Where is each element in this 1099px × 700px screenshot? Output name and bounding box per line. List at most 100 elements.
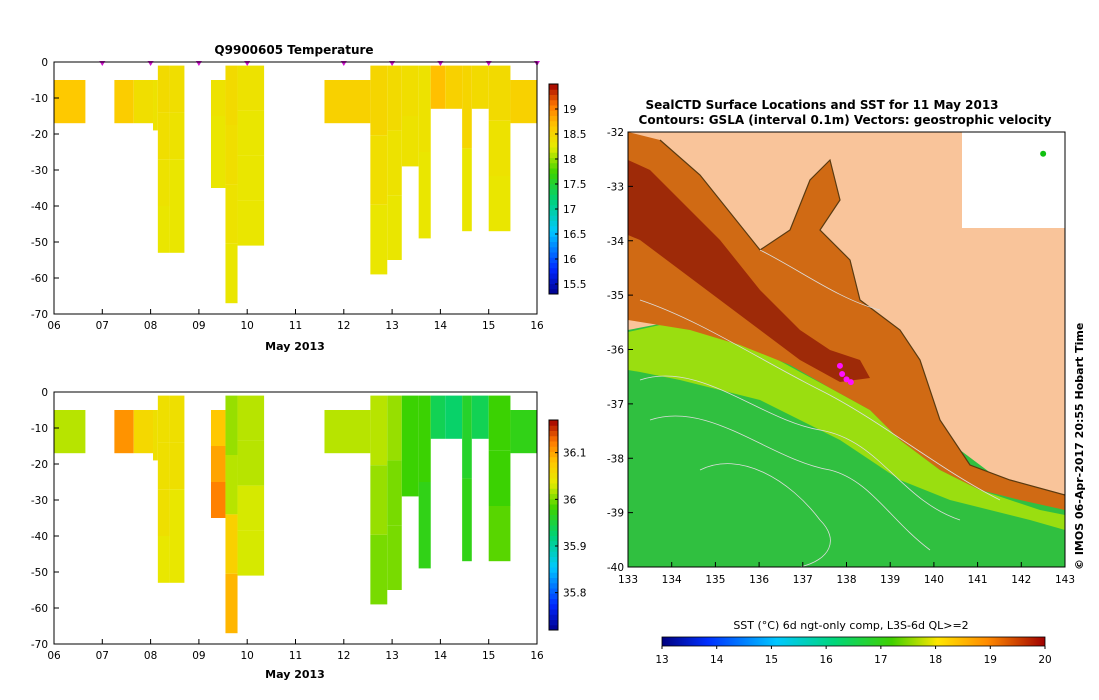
colorbar-segment (549, 488, 558, 494)
profile-cell (237, 440, 265, 486)
colorbar-tick-label: 20 (1038, 654, 1051, 666)
profile-cell (488, 65, 511, 121)
temperature-x-axis: 06 07 08 09 10 11 12 13 14 15 16 (47, 309, 544, 332)
colorbar-segment (549, 530, 558, 536)
colorbar-frame (548, 83, 559, 295)
profile-cell (169, 489, 185, 536)
y-tick-label: -33 (607, 181, 624, 193)
profile-cell (387, 130, 402, 196)
colorbar-segment (549, 519, 558, 526)
x-tick-label: 136 (749, 574, 769, 586)
colorbar-segment (549, 215, 558, 221)
profile-cell (225, 455, 238, 515)
profile-cell (225, 514, 238, 574)
profile-cell (401, 446, 419, 497)
no-data-box (962, 132, 1065, 228)
colorbar-segment (549, 535, 558, 542)
gsla-contours (639, 249, 1001, 567)
profile-cell (225, 243, 238, 304)
colorbar-segment (549, 183, 558, 190)
x-tick-label: 09 (192, 320, 205, 332)
colorbar-segment (549, 162, 558, 169)
x-tick-label: 15 (482, 320, 495, 332)
profile-cell (401, 65, 419, 116)
profile-cell (169, 395, 185, 443)
colorbar-tick-label: 36 (563, 494, 577, 506)
profile-cell (488, 120, 511, 176)
profile-cell (237, 110, 265, 156)
colorbar-segment (549, 173, 558, 179)
profile-cell (157, 65, 170, 113)
x-tick-label: 133 (618, 574, 638, 586)
profile-cell (418, 65, 431, 152)
colorbar-segment (549, 525, 558, 531)
colorbar-segment (549, 178, 558, 185)
profile-cell (418, 482, 431, 569)
profile-cell (387, 65, 402, 131)
profile-cell (370, 395, 388, 466)
profile-cell (510, 410, 537, 454)
profile-cell (169, 206, 185, 253)
seal-location (836, 362, 843, 369)
colorbar-segment (549, 624, 558, 631)
temperature-colorbar: 15.5 16 16.5 17 17.5 18 18.5 19 (548, 83, 586, 295)
colorbar-tick-label: 18.5 (563, 129, 586, 141)
colorbar-tick-label: 14 (710, 654, 724, 666)
colorbar-segment (549, 278, 558, 284)
y-tick-label: -70 (31, 639, 48, 651)
colorbar-segment (549, 603, 558, 610)
colorbar-tick-label: 18 (563, 154, 576, 166)
x-tick-label: 07 (96, 650, 109, 662)
coastline (659, 139, 1065, 496)
colorbar-segment (549, 561, 558, 568)
profile-cell (153, 410, 158, 461)
colorbar-segment (549, 598, 558, 605)
y-tick-label: -60 (31, 273, 48, 285)
map-x-axis: 133 134 135 136 137 138 139 140 141 142 143 (618, 562, 1075, 586)
colorbar-segment (549, 126, 558, 132)
y-tick-label: -20 (31, 459, 48, 471)
profile-cell (114, 80, 134, 124)
profile-cell (401, 116, 419, 167)
x-tick-label: 14 (434, 650, 448, 662)
profile-cell (462, 478, 472, 562)
colorbar-tick-label: 36.1 (563, 448, 586, 460)
colorbar-segment (549, 204, 558, 211)
profile-cell (462, 148, 472, 232)
x-tick-label: 11 (289, 320, 302, 332)
profile-cell (157, 489, 170, 536)
colorbar-segment (549, 498, 558, 505)
profile-cell (210, 152, 226, 188)
colorbar-segment (549, 588, 558, 594)
profile-cell (237, 530, 265, 576)
seal-location (839, 370, 846, 377)
colorbar-segment (549, 425, 558, 431)
y-tick-label: -60 (31, 603, 48, 615)
x-tick-label: 16 (530, 320, 544, 332)
profile-cell (471, 65, 489, 109)
colorbar-segment (549, 252, 558, 258)
seal-location (847, 379, 854, 386)
profile-cell (169, 442, 185, 490)
y-tick-label: -30 (31, 495, 48, 507)
profile-cell (54, 410, 86, 454)
sst-colorbar-label: SST (°C) 6d ngt-only comp, L3S-6d QL>=2 (733, 619, 968, 632)
sea-hot-region (628, 160, 870, 382)
colorbar-tick-label: 19 (984, 654, 997, 666)
profile-cell (225, 573, 238, 634)
salinity-cells (54, 395, 537, 634)
colorbar-segment (549, 546, 558, 552)
colorbar-segment (549, 472, 558, 479)
colorbar-tick-label: 13 (655, 654, 668, 666)
y-tick-label: -10 (31, 423, 48, 435)
profile-cell (133, 80, 154, 124)
colorbar-tick-label: 15 (765, 654, 778, 666)
colorbar-segment (549, 619, 558, 626)
map-subtitle: Contours: GSLA (interval 0.1m) Vectors: … (639, 113, 1052, 127)
colorbar-tick-label: 18 (929, 654, 942, 666)
colorbar-segment (549, 577, 558, 584)
x-tick-label: 09 (192, 650, 205, 662)
x-tick-label: 13 (385, 320, 398, 332)
colorbar-segment (549, 504, 558, 510)
